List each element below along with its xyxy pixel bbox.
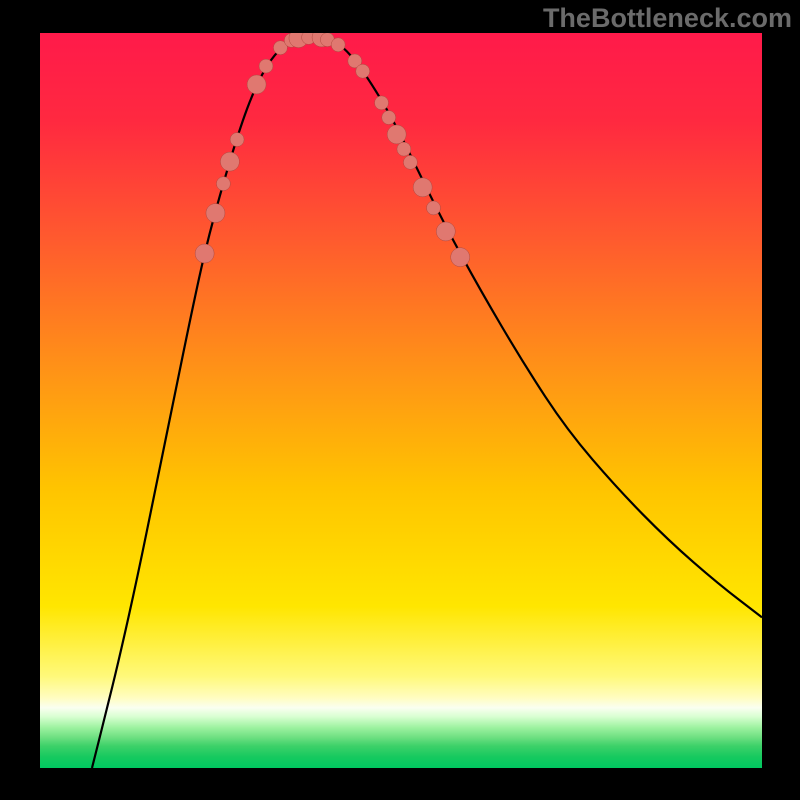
chart-container: TheBottleneck.com [0,0,800,800]
data-marker [230,133,244,147]
data-marker [387,125,406,144]
data-marker [403,155,417,169]
data-marker [195,244,214,263]
plot-area [40,33,762,768]
data-marker [206,204,225,223]
data-marker [451,248,470,267]
data-marker [247,75,266,94]
data-marker [331,38,345,52]
data-marker [413,178,432,197]
data-marker [216,177,230,191]
data-marker [426,201,440,215]
data-marker [436,222,455,241]
bottleneck-chart [40,33,762,768]
watermark-text: TheBottleneck.com [543,3,792,34]
data-marker [375,96,389,110]
data-marker [397,142,411,156]
data-marker [382,111,396,125]
data-marker [356,64,370,78]
data-marker [259,59,273,73]
data-marker [220,152,239,171]
